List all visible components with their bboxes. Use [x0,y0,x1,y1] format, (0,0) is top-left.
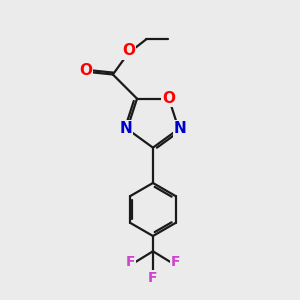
Text: F: F [171,256,180,269]
Text: N: N [174,122,187,136]
Text: F: F [125,256,135,269]
Text: O: O [162,91,176,106]
Text: O: O [122,44,135,59]
Text: N: N [119,122,132,136]
Text: O: O [79,63,92,78]
Text: F: F [148,271,158,285]
